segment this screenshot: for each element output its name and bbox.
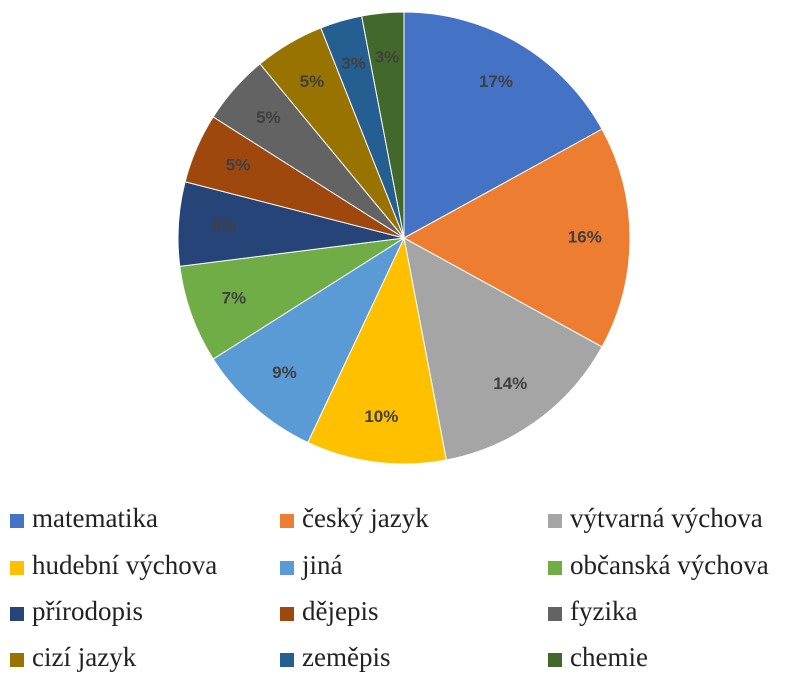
legend-label: občanská výchova bbox=[570, 550, 769, 580]
legend-label: dějepis bbox=[302, 596, 378, 626]
legend-label: přírodopis bbox=[32, 596, 143, 626]
legend-label: hudební výchova bbox=[32, 550, 217, 580]
legend-label: fyzika bbox=[570, 596, 637, 626]
legend-swatch bbox=[548, 561, 562, 575]
legend-swatch bbox=[10, 653, 24, 667]
pie-slice bbox=[361, 11, 405, 239]
legend-swatch bbox=[280, 607, 294, 621]
legend-label: zeměpis bbox=[302, 642, 390, 672]
pie-slice bbox=[403, 237, 603, 461]
data-label: 5% bbox=[300, 72, 325, 91]
legend-label: výtvarná výchova bbox=[570, 503, 763, 533]
pie-slice bbox=[212, 236, 406, 444]
legend-swatch bbox=[280, 653, 294, 667]
data-label: 3% bbox=[341, 54, 366, 73]
data-label: 14% bbox=[493, 374, 527, 393]
legend-swatch bbox=[280, 514, 294, 528]
data-label: 7% bbox=[222, 289, 247, 308]
pie-slice bbox=[402, 128, 631, 348]
pie-slice bbox=[403, 11, 603, 239]
legend-label: český jazyk bbox=[302, 503, 429, 533]
legend-swatch bbox=[548, 514, 562, 528]
pie-slice bbox=[307, 236, 447, 465]
data-label: 5% bbox=[226, 156, 251, 175]
legend-label: chemie bbox=[570, 642, 648, 672]
data-label: 16% bbox=[568, 227, 602, 246]
data-label: 5% bbox=[256, 108, 281, 127]
legend-swatch bbox=[10, 607, 24, 621]
data-label: 17% bbox=[479, 72, 513, 91]
data-label: 6% bbox=[211, 216, 236, 235]
legend-swatch bbox=[10, 514, 24, 528]
legend-swatch bbox=[10, 561, 24, 575]
data-label: 9% bbox=[272, 363, 297, 382]
legend-swatch bbox=[280, 561, 294, 575]
data-label: 3% bbox=[375, 47, 400, 66]
legend-label: jiná bbox=[301, 550, 343, 580]
data-label: 10% bbox=[364, 407, 398, 426]
legend-swatch bbox=[548, 653, 562, 667]
legend-swatch bbox=[548, 607, 562, 621]
legend-label: cizí jazyk bbox=[32, 642, 137, 672]
legend-label: matematika bbox=[32, 503, 158, 533]
